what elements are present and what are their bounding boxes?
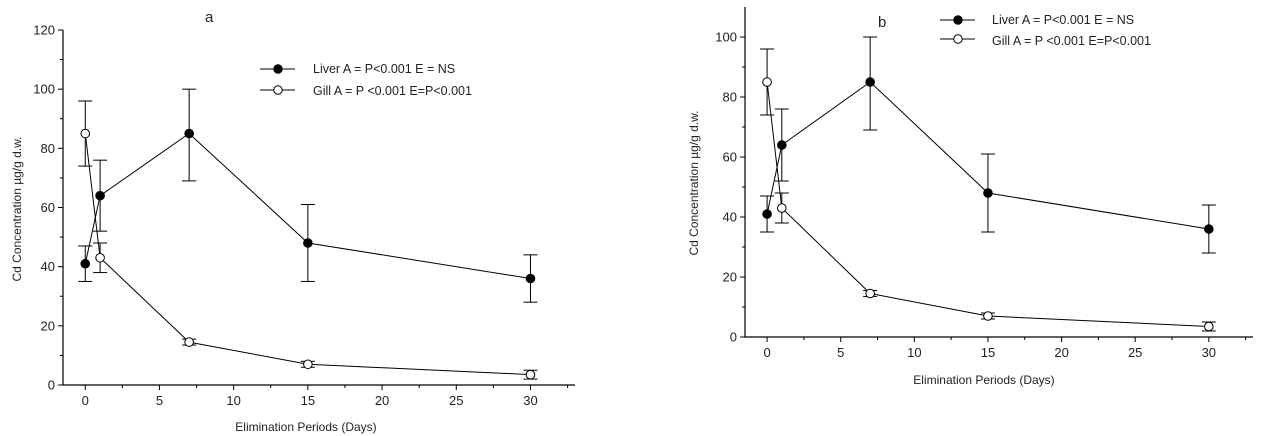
data-point-gill bbox=[525, 369, 536, 380]
y-tick-label: 0 bbox=[730, 330, 737, 345]
x-tick-label: 10 bbox=[226, 393, 240, 408]
data-point-liver bbox=[95, 190, 105, 201]
y-tick-label: 40 bbox=[41, 259, 55, 274]
x-tick-label: 25 bbox=[1128, 345, 1142, 360]
data-point-liver bbox=[762, 209, 772, 219]
y-tick-label: 100 bbox=[33, 82, 55, 97]
legend-marker-filled-circle-icon bbox=[273, 64, 283, 74]
panel-label: a bbox=[205, 9, 214, 26]
y-tick-label: 80 bbox=[723, 90, 737, 105]
y-tick-label: 0 bbox=[48, 378, 55, 393]
y-tick-label: 20 bbox=[41, 318, 55, 333]
legend-marker-filled-circle-icon bbox=[953, 15, 963, 25]
data-point-gill bbox=[303, 359, 313, 370]
x-tick-label: 20 bbox=[375, 393, 389, 408]
x-tick-label: 15 bbox=[981, 345, 995, 360]
legend-label-gill: Gill A = P <0.001 E=P<0.001 bbox=[313, 84, 472, 98]
data-point-liver bbox=[303, 238, 313, 248]
x-axis-title: Elimination Periods (Days) bbox=[913, 373, 1054, 387]
data-point-liver bbox=[184, 128, 194, 139]
y-tick-label: 120 bbox=[33, 23, 55, 38]
data-point-gill bbox=[762, 77, 772, 87]
y-tick-label: 20 bbox=[723, 270, 737, 285]
data-point-liver bbox=[777, 140, 787, 150]
data-point-liver bbox=[80, 258, 91, 269]
legend-marker-open-circle-icon bbox=[273, 85, 283, 95]
data-point-gill bbox=[865, 288, 875, 299]
x-tick-label: 30 bbox=[1202, 345, 1216, 360]
y-axis-title: Cd Concentration µg/g d.w. bbox=[687, 111, 701, 256]
data-point-liver bbox=[983, 188, 993, 198]
legend-entry-gill: Gill A = P <0.001 E=P<0.001 bbox=[260, 84, 472, 98]
x-tick-label: 5 bbox=[837, 345, 844, 360]
legend-marker-open-circle-icon bbox=[953, 34, 963, 44]
data-point-liver bbox=[1204, 224, 1214, 234]
x-tick-label: 5 bbox=[156, 393, 163, 408]
y-axis-title: Cd Concentration µg/g d.w. bbox=[10, 137, 24, 282]
legend-entry-liver: Liver A = P<0.001 E = NS bbox=[260, 62, 455, 76]
y-tick-label: 80 bbox=[41, 141, 55, 156]
data-point-liver bbox=[525, 273, 536, 284]
y-tick-label: 60 bbox=[41, 200, 55, 215]
legend-label-gill: Gill A = P <0.001 E=P<0.001 bbox=[992, 34, 1151, 48]
x-tick-label: 30 bbox=[523, 393, 537, 408]
data-point-liver bbox=[865, 77, 875, 87]
x-tick-label: 15 bbox=[301, 393, 315, 408]
x-tick-label: 20 bbox=[1054, 345, 1068, 360]
legend-label-liver: Liver A = P<0.001 E = NS bbox=[992, 13, 1134, 27]
x-axis-title: Elimination Periods (Days) bbox=[235, 420, 376, 434]
data-point-gill bbox=[1204, 321, 1214, 332]
data-point-gill bbox=[80, 128, 91, 139]
y-tick-label: 60 bbox=[723, 150, 737, 165]
chart-panel-b: b Cd Concentration µg/g d.w. Elimination… bbox=[687, 7, 1253, 387]
x-tick-label: 10 bbox=[907, 345, 921, 360]
data-point-gill bbox=[983, 311, 993, 321]
y-tick-label: 100 bbox=[715, 30, 737, 45]
data-point-gill bbox=[184, 337, 194, 347]
x-tick-label: 0 bbox=[763, 345, 770, 360]
x-tick-label: 0 bbox=[82, 393, 89, 408]
panel-label: b bbox=[878, 14, 886, 31]
legend-label-liver: Liver A = P<0.001 E = NS bbox=[313, 62, 455, 76]
data-point-gill bbox=[777, 203, 787, 213]
legend-entry-gill: Gill A = P <0.001 E=P<0.001 bbox=[940, 34, 1151, 48]
y-tick-label: 40 bbox=[723, 210, 737, 225]
chart-panel-a: a Cd Concentration µg/g d.w. Elimination… bbox=[10, 9, 575, 434]
legend: Liver A = P<0.001 E = NS Gill A = P <0.0… bbox=[940, 13, 1151, 48]
legend-entry-liver: Liver A = P<0.001 E = NS bbox=[940, 13, 1134, 27]
legend: Liver A = P<0.001 E = NS Gill A = P <0.0… bbox=[260, 62, 472, 98]
data-point-gill bbox=[95, 252, 105, 263]
x-tick-label: 25 bbox=[449, 393, 463, 408]
